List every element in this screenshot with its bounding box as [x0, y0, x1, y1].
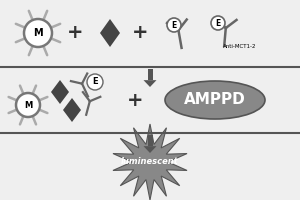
Circle shape	[87, 74, 103, 90]
Polygon shape	[100, 19, 120, 47]
Text: M: M	[24, 100, 32, 110]
Text: AMPPD: AMPPD	[184, 92, 246, 108]
Circle shape	[24, 19, 52, 47]
Circle shape	[16, 93, 40, 117]
Text: E: E	[171, 21, 177, 29]
Polygon shape	[148, 135, 152, 146]
Text: luminescent: luminescent	[121, 158, 179, 166]
Text: +: +	[127, 90, 143, 110]
Polygon shape	[143, 80, 157, 87]
Text: M: M	[33, 28, 43, 38]
Circle shape	[87, 74, 103, 90]
Circle shape	[167, 18, 181, 32]
Text: E: E	[92, 77, 98, 86]
Polygon shape	[148, 69, 152, 80]
Text: Anti-MCT1-2: Anti-MCT1-2	[223, 45, 257, 49]
Ellipse shape	[165, 81, 265, 119]
Text: +: +	[67, 23, 83, 43]
Text: +: +	[132, 23, 148, 43]
Text: E: E	[215, 19, 220, 27]
Polygon shape	[113, 124, 187, 200]
Polygon shape	[143, 146, 157, 153]
Circle shape	[211, 16, 225, 30]
Polygon shape	[51, 80, 69, 104]
Polygon shape	[63, 98, 81, 122]
